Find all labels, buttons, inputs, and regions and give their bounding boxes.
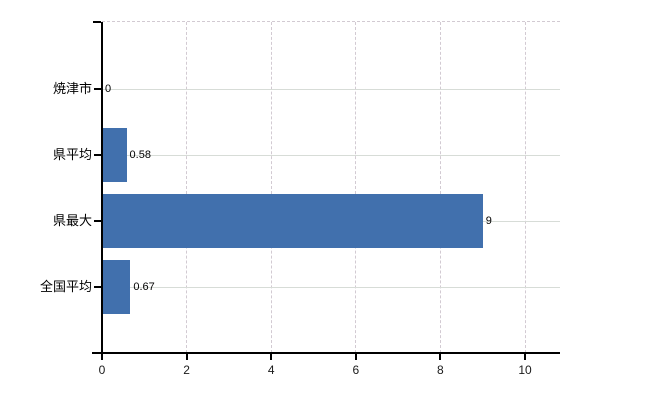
gridline-vertical — [186, 22, 188, 353]
category-tick — [94, 88, 101, 90]
value-label: 0 — [105, 83, 112, 95]
value-label: 0.58 — [129, 149, 151, 161]
bar — [102, 128, 127, 182]
y-axis-line — [101, 22, 103, 353]
category-label: 全国平均 — [39, 279, 92, 294]
x-tick-label: 10 — [518, 363, 532, 377]
gridline-vertical — [270, 22, 272, 353]
gridline-horizontal — [102, 155, 560, 156]
gridline-vertical — [524, 22, 526, 353]
x-axis-tick — [101, 354, 103, 360]
value-label: 9 — [485, 215, 492, 227]
x-tick-label: 2 — [183, 363, 190, 377]
x-tick-label: 8 — [437, 363, 444, 377]
x-axis-line — [92, 352, 560, 354]
gridline-horizontal — [102, 89, 560, 90]
bar — [102, 260, 131, 314]
y-axis-top-tick — [93, 21, 101, 23]
x-axis-tick — [439, 354, 442, 360]
gridline-vertical — [355, 22, 357, 353]
value-label: 0.67 — [133, 281, 155, 293]
category-tick — [94, 154, 101, 156]
gridline-vertical — [439, 22, 441, 353]
gridline-horizontal — [102, 287, 560, 288]
category-label: 焼津市 — [52, 81, 92, 96]
x-tick-label: 0 — [98, 363, 106, 377]
x-axis-tick — [270, 354, 273, 360]
category-tick — [94, 220, 101, 222]
bar — [102, 194, 483, 248]
x-axis-tick — [185, 354, 188, 360]
x-tick-label: 4 — [267, 363, 275, 377]
x-tick-label: 6 — [352, 363, 360, 377]
x-axis-tick — [524, 354, 526, 360]
x-axis-tick — [354, 354, 357, 360]
category-label: 県平均 — [52, 147, 92, 162]
category-label: 県最大 — [52, 213, 92, 228]
category-tick — [94, 286, 101, 288]
plot-top-border — [102, 21, 560, 22]
